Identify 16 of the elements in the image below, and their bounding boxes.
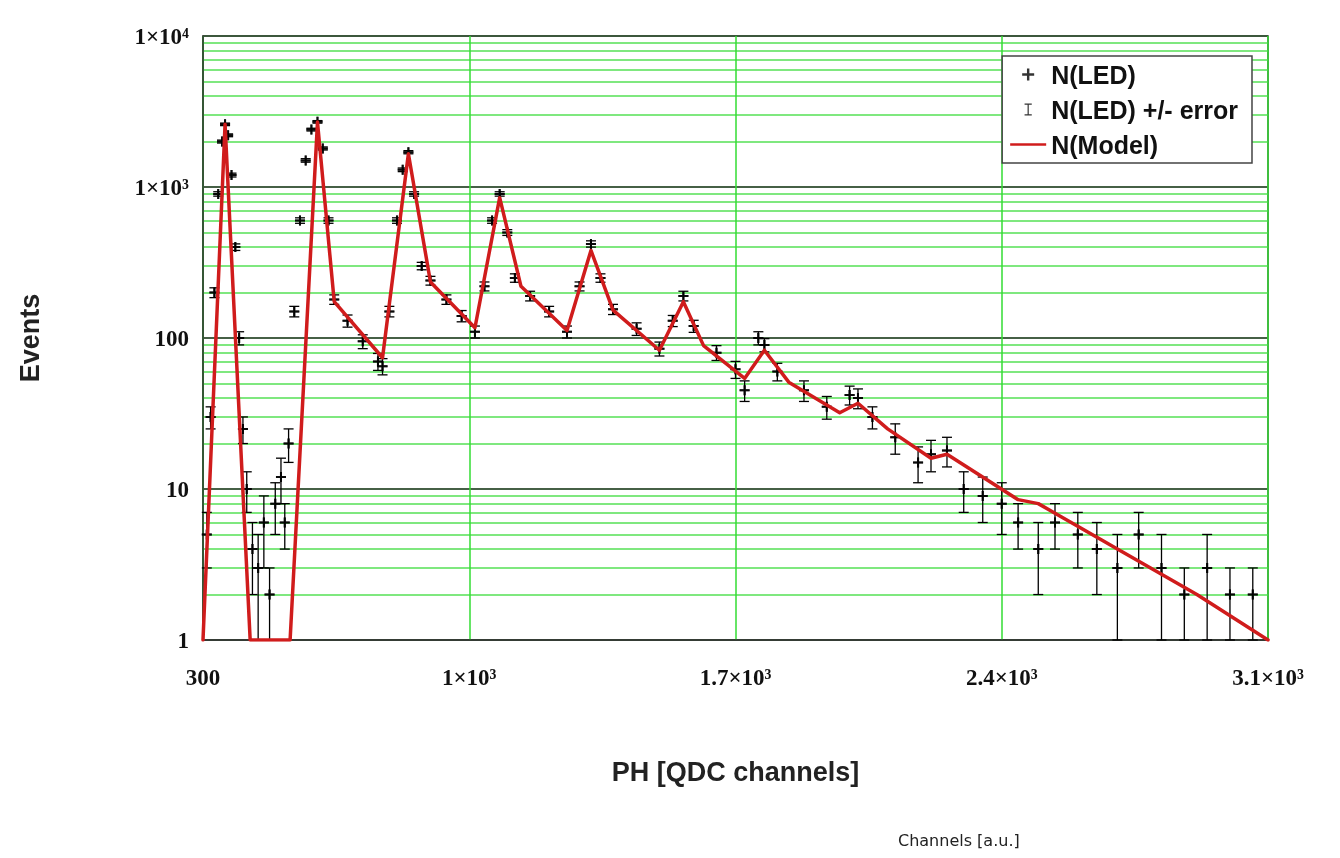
- legend-label: N(LED): [1051, 60, 1136, 89]
- y-tick-label: 1: [177, 627, 189, 653]
- x-axis-title: PH [QDC channels]: [611, 756, 860, 787]
- x-tick-label: 1×10³: [441, 665, 497, 690]
- text: Channels [a.u.]: [898, 830, 1020, 850]
- y-tick-label: 100: [154, 325, 189, 351]
- y-axis-title: Events: [14, 293, 45, 383]
- y-tick-label: 10: [166, 476, 189, 502]
- x-tick-label: 1.7×10³: [699, 665, 772, 690]
- x-tick-label: 300: [185, 665, 221, 690]
- legend-label: N(Model): [1051, 130, 1159, 159]
- y-tick-label: 1×10³: [134, 174, 190, 200]
- legend-label: N(LED) +/- error: [1051, 95, 1239, 124]
- y-tick-label: 1×10⁴: [134, 23, 190, 49]
- x-tick-label: 3.1×10³: [1232, 665, 1304, 690]
- x-tick-label: 2.4×10³: [965, 665, 1038, 690]
